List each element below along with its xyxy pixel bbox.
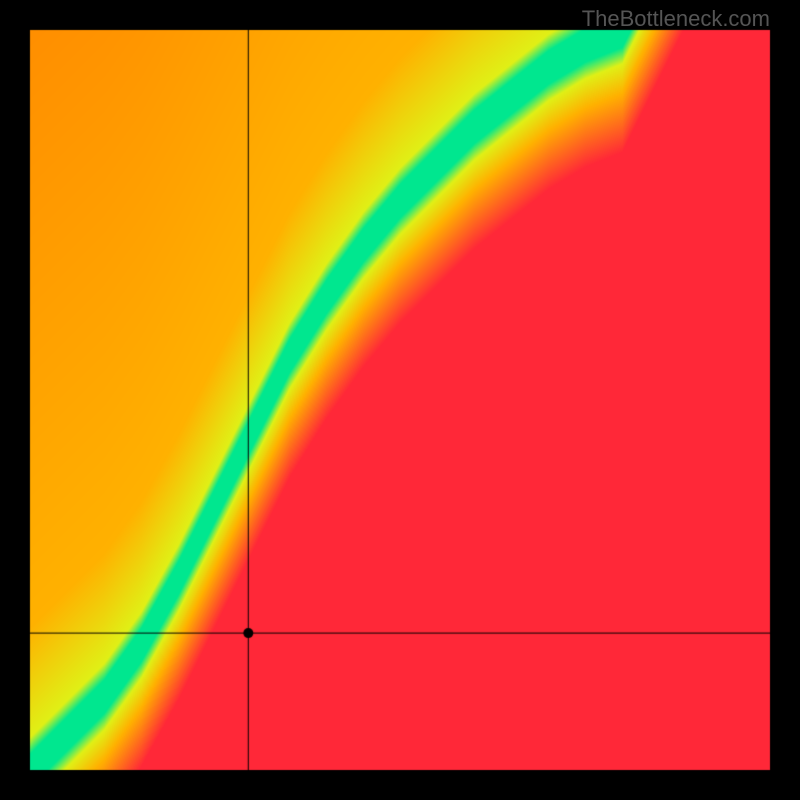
bottleneck-heatmap <box>0 0 800 800</box>
heatmap-canvas <box>0 0 800 800</box>
watermark-text: TheBottleneck.com <box>582 6 770 32</box>
